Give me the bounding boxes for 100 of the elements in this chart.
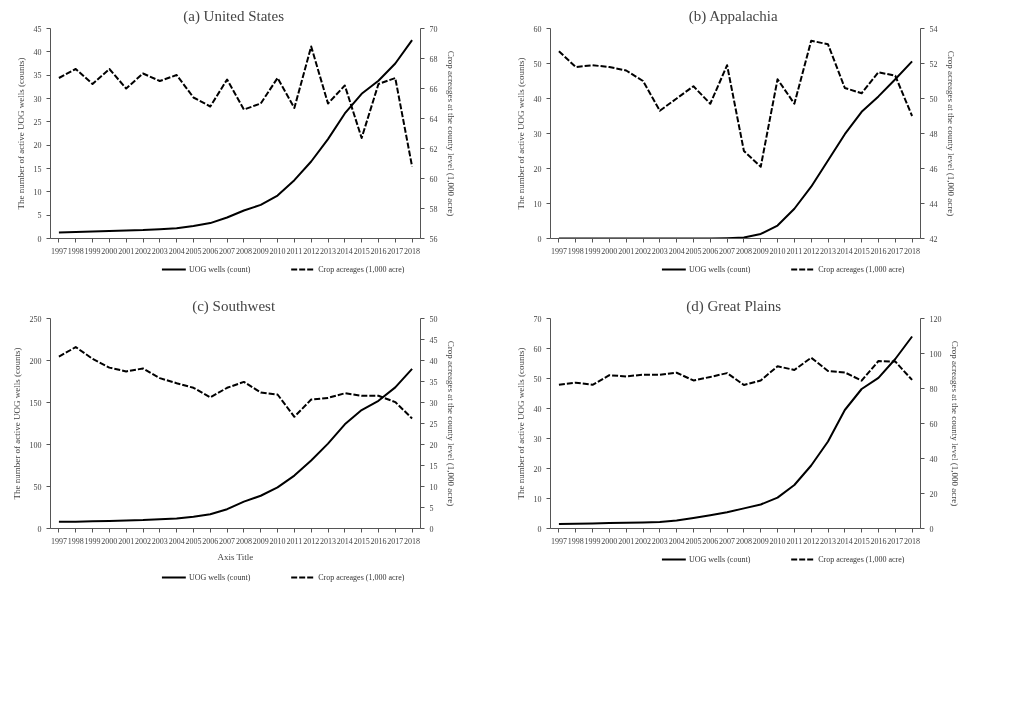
y-tick-label: 250 [29,314,42,324]
legend-label: Crop acreages (1,000 acre) [818,265,905,274]
x-tick-label: 1998 [67,536,84,546]
y2-tick-label: 40 [429,356,438,366]
x-tick-label: 2005 [185,246,202,256]
x-tick-label: 1998 [567,246,584,256]
y-tick-label: 0 [37,524,42,534]
x-tick-label: 2001 [618,536,635,546]
y2-tick-label: 44 [929,199,938,209]
y-tick-label: 20 [33,141,42,151]
y2-tick-label: 54 [929,24,938,34]
x-tick-label: 2009 [752,246,769,256]
x-tick-label: 2014 [836,536,853,546]
y-tick-label: 0 [537,234,542,244]
x-tick-label: 2013 [820,246,836,256]
legend-label: Crop acreages (1,000 acre) [318,265,405,274]
x-tick-label: 2008 [735,536,752,546]
x-tick-label: 2014 [336,246,353,256]
x-tick-label: 2014 [336,536,353,546]
x-tick-label: 2016 [370,246,387,256]
x-tick-label: 2000 [601,536,618,546]
x-tick-label: 1999 [84,246,101,256]
x-tick-label: 2009 [252,536,269,546]
y2-axis-title: Crop acreages at the county level (1,000 acre) [949,340,960,507]
y2-tick-label: 20 [429,440,438,450]
y-tick-label: 100 [29,440,42,450]
y-tick-label: 0 [37,234,42,244]
y-tick-label: 50 [533,374,542,384]
x-tick-label: 2005 [685,536,702,546]
x-tick-label: 2009 [752,536,769,546]
y-tick-label: 70 [533,314,542,324]
y-axis-title: The number of active UOG wells (counts) [11,347,22,500]
y2-tick-label: 80 [929,384,938,394]
y2-tick-label: 50 [429,314,438,324]
x-tick-label: 2006 [202,246,219,256]
chart-title: (c) Southwest [192,297,276,315]
y2-tick-label: 100 [929,349,942,359]
y2-axis-title: Crop acreages at the county level (1,000 acre) [945,50,956,217]
x-tick-label: 2018 [404,536,421,546]
legend-label: UOG wells (count) [188,265,251,274]
x-tick-label: 2001 [618,246,635,256]
legend-label: UOG wells (count) [688,265,751,274]
y-tick-label: 20 [533,464,542,474]
x-tick-label: 2000 [601,246,618,256]
x-tick-label: 1997 [550,536,567,546]
y2-tick-label: 120 [929,314,942,324]
y-tick-label: 20 [533,164,542,174]
x-tick-label: 2010 [269,246,286,256]
x-tick-label: 2016 [870,536,887,546]
x-tick-label: 2009 [252,246,269,256]
y2-tick-label: 46 [929,164,938,174]
x-tick-label: 1997 [50,536,67,546]
x-axis-title: Axis Title [217,551,254,562]
x-tick-label: 2005 [685,246,702,256]
y2-tick-label: 42 [929,234,938,244]
x-tick-label: 2016 [870,246,887,256]
x-tick-label: 2003 [651,536,668,546]
y2-tick-label: 20 [929,489,938,499]
y2-tick-label: 0 [429,524,434,534]
y2-tick-label: 58 [429,204,438,214]
x-tick-label: 2012 [303,246,320,256]
y2-tick-label: 68 [429,54,438,64]
x-tick-label: 2004 [668,246,685,256]
x-tick-label: 2011 [786,536,803,546]
chart-title: (d) Great Plains [686,297,782,315]
x-tick-label: 2012 [303,536,320,546]
x-tick-label: 1998 [67,246,84,256]
y-tick-label: 5 [37,211,42,221]
y2-tick-label: 30 [429,398,438,408]
x-tick-label: 2017 [887,536,904,546]
x-tick-label: 2007 [219,536,236,546]
x-tick-label: 2012 [803,246,820,256]
y-tick-label: 60 [533,24,542,34]
x-tick-label: 2008 [235,536,252,546]
x-tick-label: 1997 [550,246,567,256]
x-tick-label: 1999 [84,536,101,546]
x-tick-label: 2007 [719,246,736,256]
x-tick-label: 2008 [235,246,252,256]
y-tick-label: 45 [33,24,42,34]
x-tick-label: 2004 [668,536,685,546]
x-tick-label: 2013 [320,246,336,256]
y2-tick-label: 70 [429,24,438,34]
y-tick-label: 30 [533,129,542,139]
y-tick-label: 60 [533,344,542,354]
y-tick-label: 40 [33,47,42,57]
x-tick-label: 2003 [151,536,168,546]
x-tick-label: 2014 [836,246,853,256]
x-tick-label: 2008 [735,246,752,256]
legend-label: UOG wells (count) [688,555,751,564]
y2-tick-label: 60 [429,174,438,184]
x-tick-label: 1998 [567,536,584,546]
y2-tick-label: 52 [929,59,938,69]
x-tick-label: 2000 [101,536,118,546]
legend-label: Crop acreages (1,000 acre) [818,555,905,564]
y2-tick-label: 45 [429,335,438,345]
x-tick-label: 1999 [584,246,601,256]
y2-tick-label: 40 [929,454,938,464]
y2-tick-label: 10 [429,482,438,492]
y-tick-label: 40 [533,404,542,414]
chart-title: (b) Appalachia [688,7,778,25]
